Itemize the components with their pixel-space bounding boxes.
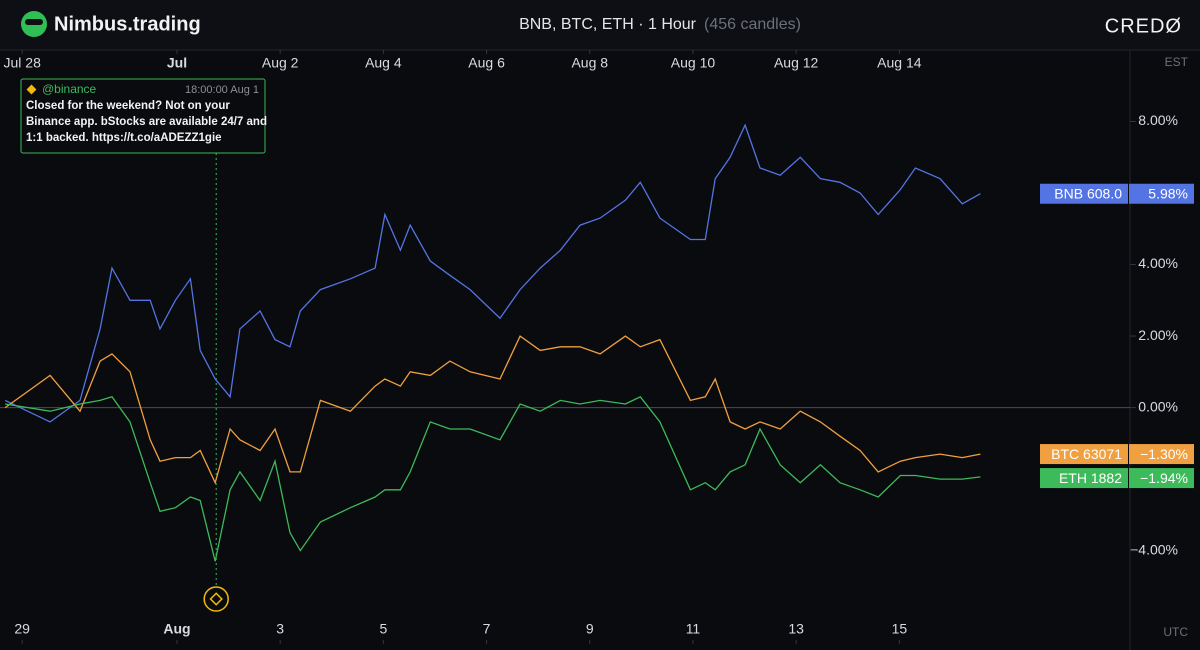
series-line [4, 123, 981, 423]
x-tick-label: Aug [163, 621, 190, 637]
x2-tick-label: Aug 2 [262, 55, 299, 71]
plot: −4.00% 0.00% 2.00% 4.00% 8.00% 29 Aug 3 5 7 9 11 13 1… [0, 50, 1194, 644]
series-line [5, 395, 981, 562]
price-tag-name: BTC 63071 [1051, 446, 1122, 462]
annotation-marker-icon [209, 592, 223, 606]
x2-tick-label: Aug 6 [468, 55, 505, 71]
tweet-line: Closed for the weekend? Not on your [26, 100, 230, 112]
price-tag-change-bg [1129, 444, 1194, 465]
x2-tick-label: Jul [167, 55, 187, 71]
x-tick-label: 7 [483, 621, 491, 637]
y-tick-label: 0.00% [1138, 398, 1178, 414]
tweet-time: 18:00:00 Aug 1 [185, 84, 259, 96]
price-tag: BNB 608.0 5.98% [1040, 183, 1194, 204]
price-tag: ETH 1882 −1.94% [1040, 468, 1194, 489]
x-tick-label: 5 [379, 621, 387, 637]
x2-tick-label: Jul 28 [4, 55, 42, 71]
price-tag-name-bg [1040, 468, 1128, 489]
price-tag-change: 5.98% [1148, 185, 1188, 201]
series-line [4, 335, 981, 485]
bottom-axis-tz: UTC [1163, 625, 1188, 639]
tweet-line: 1:1 backed. https://t.co/aADEZZ1gie [26, 132, 222, 144]
chart-title: BNB, BTC, ETH · 1 Hour [519, 16, 697, 33]
x2-tick-label: Aug 14 [877, 55, 922, 71]
brand: Nimbus.trading [54, 13, 201, 35]
tweet-card-bg [20, 78, 266, 154]
x-tick-label: 15 [892, 621, 908, 637]
header-bar [0, 0, 1200, 50]
brand-icon-visor [25, 19, 43, 25]
price-tag-change-bg [1129, 468, 1194, 489]
x-tick-label: 3 [276, 621, 284, 637]
x-tick-label: 9 [586, 621, 594, 637]
y-tick-label: 2.00% [1138, 327, 1178, 343]
top-axis-tz: EST [1165, 55, 1189, 69]
y-tick-label: 8.00% [1138, 112, 1178, 128]
y-tick-label: 4.00% [1138, 255, 1178, 271]
x2-tick-label: Aug 8 [571, 55, 608, 71]
price-tag-name-bg [1040, 183, 1128, 204]
tweet-line: Binance app. bStocks are available 24/7 … [26, 116, 267, 128]
x-tick-label: 13 [788, 621, 804, 637]
price-tag-change: −1.30% [1140, 446, 1188, 462]
x-tick-label: 11 [686, 621, 701, 637]
tweet-card: @binance 18:00:00 Aug 1 Closed for the wee… [20, 78, 267, 154]
tweet-handle: @binance [42, 82, 97, 96]
x-tick-label: 29 [14, 621, 30, 637]
price-tag-change-bg [1129, 183, 1194, 204]
price-tag-name: BNB 608.0 [1054, 185, 1122, 201]
price-tag-name: ETH 1882 [1059, 470, 1122, 486]
logo: CREDØ [1105, 15, 1182, 37]
x2-tick-label: Aug 4 [365, 55, 402, 71]
x2-tick-label: Aug 10 [671, 55, 716, 71]
price-tag-name-bg [1040, 444, 1128, 465]
x2-tick-label: Aug 12 [774, 55, 819, 71]
chart-subtitle: (456 candles) [704, 16, 801, 33]
annotation-marker [203, 586, 229, 612]
price-tag-change: −1.94% [1140, 470, 1188, 486]
price-tag: BTC 63071 −1.30% [1040, 444, 1194, 465]
y-tick-label: −4.00% [1130, 541, 1178, 557]
